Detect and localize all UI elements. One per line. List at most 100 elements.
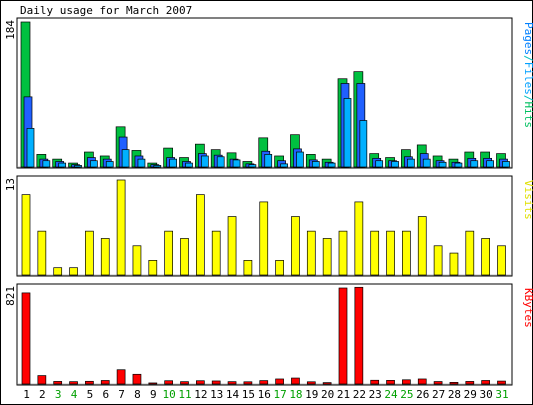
x-tick-label-day-1: 1 <box>23 388 30 401</box>
x-tick-label-day-10: 10 <box>163 388 176 401</box>
bar-kbytes-kbytes-day-18 <box>291 377 300 385</box>
x-tick-label-day-11: 11 <box>178 388 191 401</box>
bar-kbytes-kbytes-day-23 <box>370 379 380 385</box>
bar-kbytes-kbytes-day-15 <box>243 381 253 385</box>
bar-visits-visits-day-20 <box>322 238 332 276</box>
bar-hits-pages-day-20 <box>327 162 336 168</box>
bar-kbytes-kbytes-day-2 <box>37 375 47 385</box>
bar-hits-pages-day-31 <box>502 161 510 168</box>
panel-hits-legend-label: Pages/Files/Hits <box>522 22 533 128</box>
bar-visits-visits-day-19 <box>306 230 316 276</box>
bar-visits-visits-day-15 <box>243 260 253 276</box>
panel-kbytes-legend-label: KBytes <box>522 288 533 328</box>
bar-hits-pages-day-13 <box>216 156 225 168</box>
bar-visits-visits-day-12 <box>196 194 205 276</box>
bar-kbytes-kbytes-day-19 <box>306 381 316 385</box>
bar-kbytes-kbytes-day-17 <box>275 378 284 385</box>
bar-visits-visits-day-22 <box>354 201 364 276</box>
x-tick-label-day-24: 24 <box>384 388 398 401</box>
x-tick-label-day-27: 27 <box>432 388 445 401</box>
bar-visits-visits-day-23 <box>370 230 380 276</box>
bar-hits-pages-day-14 <box>232 159 241 168</box>
bar-kbytes-kbytes-day-28 <box>449 382 459 385</box>
bar-hits-pages-day-17 <box>280 163 288 168</box>
bar-kbytes-kbytes-day-29 <box>465 381 475 385</box>
x-tick-label-day-22: 22 <box>353 388 366 401</box>
bar-kbytes-kbytes-day-14 <box>227 381 237 385</box>
x-tick-label-day-16: 16 <box>258 388 271 401</box>
bar-visits-visits-day-4 <box>69 267 78 276</box>
x-axis-labels: 1 2 3 4 5 6 7 8 9 10 11 12 13 14 15 16 17 18 19 20 21 22 23 24 2… <box>23 388 508 401</box>
panel-visits-ymax-label: 13 <box>4 178 17 191</box>
panel-visits: 13 Visits <box>4 175 533 277</box>
bar-hits-pages-day-9 <box>153 165 162 168</box>
bar-kbytes-kbytes-day-10 <box>164 380 173 385</box>
bar-hits-pages-day-5 <box>90 160 98 168</box>
bar-hits-pages-day-22 <box>359 120 368 168</box>
bar-kbytes-kbytes-day-11 <box>180 381 189 385</box>
bar-hits-pages-day-29 <box>470 160 479 168</box>
x-tick-label-day-21: 21 <box>337 388 350 401</box>
x-tick-label-day-29: 29 <box>464 388 477 401</box>
panel-hits-legend-part: Pages <box>522 22 533 55</box>
bar-kbytes-kbytes-day-12 <box>196 380 205 385</box>
bar-visits-visits-day-31 <box>497 245 506 276</box>
x-tick-label-day-20: 20 <box>321 388 334 401</box>
bar-hits-pages-day-30 <box>486 160 494 168</box>
bar-visits-visits-day-11 <box>180 238 189 276</box>
bar-hits-pages-day-11 <box>185 162 193 168</box>
bar-visits-visits-day-7 <box>116 179 126 276</box>
bar-kbytes-kbytes-day-21 <box>338 287 348 385</box>
panel-hits-legend-part: Hits <box>522 102 533 129</box>
x-tick-label-day-18: 18 <box>289 388 302 401</box>
x-tick-label-day-13: 13 <box>210 388 223 401</box>
bar-visits-visits-day-14 <box>227 216 237 276</box>
x-tick-label-day-12: 12 <box>194 388 207 401</box>
bar-hits-pages-day-27 <box>438 161 447 168</box>
x-tick-label-day-2: 2 <box>39 388 46 401</box>
x-tick-label-day-8: 8 <box>134 388 141 401</box>
bar-visits-visits-day-1 <box>21 194 31 276</box>
bar-hits-pages-day-2 <box>42 160 51 168</box>
panel-kbytes-ymax-label: 821 <box>4 286 17 306</box>
x-tick-label-day-26: 26 <box>416 388 429 401</box>
bar-hits-pages-day-23 <box>375 160 384 168</box>
panel-kbytes-frame <box>16 283 513 386</box>
bar-kbytes-kbytes-day-25 <box>402 379 411 385</box>
bar-kbytes-kbytes-day-9 <box>148 382 158 385</box>
bar-kbytes-kbytes-day-31 <box>497 380 506 385</box>
bar-visits-visits-day-27 <box>433 245 443 276</box>
x-tick-label-day-6: 6 <box>102 388 109 401</box>
bar-kbytes-kbytes-day-20 <box>322 382 332 385</box>
bar-hits-pages-day-25 <box>407 158 415 168</box>
panel-hits-legend-part: / <box>522 55 533 62</box>
x-tick-label-day-5: 5 <box>87 388 94 401</box>
bar-kbytes-kbytes-day-6 <box>100 380 110 385</box>
bar-hits-pages-day-19 <box>311 161 320 168</box>
bar-hits-pages-day-28 <box>454 162 463 168</box>
bar-visits-visits-day-16 <box>259 201 269 276</box>
bar-kbytes-kbytes-day-22 <box>354 286 364 385</box>
bar-visits-visits-day-28 <box>449 252 459 276</box>
x-tick-label-day-14: 14 <box>226 388 240 401</box>
x-tick-label-day-7: 7 <box>118 388 125 401</box>
bar-visits-visits-day-21 <box>338 230 348 276</box>
bar-kbytes-kbytes-day-5 <box>85 380 94 385</box>
bar-kbytes-kbytes-day-24 <box>386 380 395 385</box>
bar-hits-pages-day-26 <box>422 158 431 168</box>
bar-visits-visits-day-6 <box>100 238 110 276</box>
bar-visits-visits-day-5 <box>85 230 94 276</box>
panel-hits-ymax-label: 184 <box>4 20 17 40</box>
bar-visits-visits-day-18 <box>291 216 300 276</box>
panel-kbytes: 821 KBytes <box>4 283 533 386</box>
bar-hits-pages-day-16 <box>264 154 273 168</box>
bar-hits-pages-day-21 <box>343 98 352 168</box>
bar-kbytes-kbytes-day-13 <box>211 380 221 385</box>
bar-hits-pages-day-24 <box>391 161 399 168</box>
bar-visits-visits-day-3 <box>53 267 63 276</box>
x-tick-label-day-17: 17 <box>273 388 286 401</box>
bar-visits-visits-day-8 <box>132 245 142 276</box>
